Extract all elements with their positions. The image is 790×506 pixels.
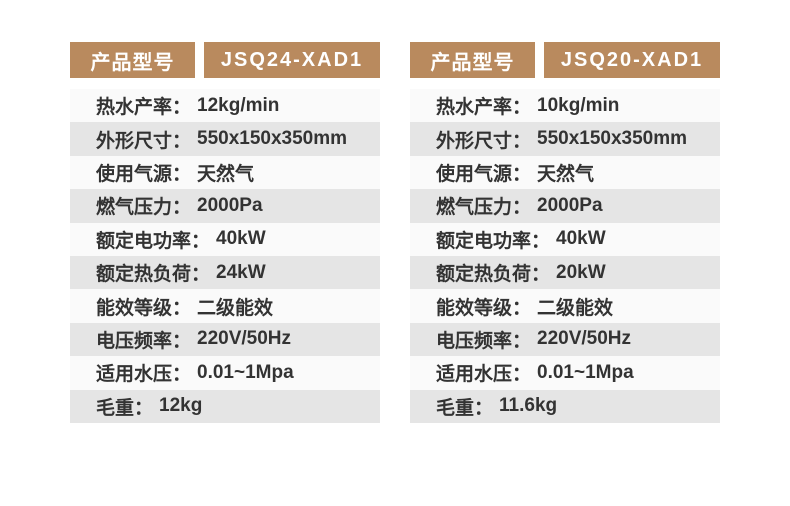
spec-table-jsq24: 产品型号 JSQ24-XAD1 热水产率： 12kg/min 外形尺寸： 550x1… [70,42,380,423]
spec-row-energy-rating: 能效等级： 二级能效 [70,289,380,323]
spec-table-jsq20: 产品型号 JSQ20-XAD1 热水产率： 10kg/min 外形尺寸： 550x1… [410,42,720,423]
spec-value: 天然气 [537,163,595,185]
spec-row-heat-load: 额定热负荷： 24kW [70,255,380,290]
spec-label: 使用气源： [96,163,192,185]
spec-label: 热水产率： [96,97,192,119]
spec-value: 220V/50Hz [197,328,292,350]
spec-value: 10kg/min [537,94,620,116]
spec-row-rated-power: 额定电功率： 40kW [70,222,380,256]
spec-label: 燃气压力： [436,197,532,219]
spec-label: 额定热负荷： [96,264,211,286]
spec-value: 二级能效 [537,297,614,319]
spec-label: 额定电功率： [436,230,551,252]
spec-row-gross-weight: 毛重： 11.6kg [410,389,720,423]
model-value-badge: JSQ20-XAD1 [544,42,720,78]
spec-value: 天然气 [197,163,255,185]
model-label-badge: 产品型号 [410,42,535,78]
spec-label: 额定热负荷： [436,264,551,286]
spec-value: 2000Pa [537,194,603,216]
spec-table-header: 产品型号 JSQ24-XAD1 [70,42,380,78]
spec-row-gas-source: 使用气源： 天然气 [410,155,720,190]
spec-row-heat-load: 额定热负荷： 20kW [410,255,720,290]
spec-row-hot-water-rate: 热水产率： 12kg/min [70,89,380,123]
spec-label: 使用气源： [436,163,532,185]
spec-label: 电压频率： [436,330,532,352]
model-label-badge: 产品型号 [70,42,195,78]
spec-value: 24kW [216,261,266,283]
spec-rows: 热水产率： 12kg/min 外形尺寸： 550x150x350mm 使用气源： 天然… [70,89,380,423]
spec-value: 12kg/min [197,94,280,116]
spec-row-dimensions: 外形尺寸： 550x150x350mm [410,122,720,156]
spec-value: 0.01~1Mpa [197,361,294,383]
spec-value: 550x150x350mm [197,128,348,150]
spec-label: 额定电功率： [96,230,211,252]
spec-value: 40kW [216,228,266,250]
spec-row-water-pressure: 适用水压： 0.01~1Mpa [410,356,720,390]
spec-label: 热水产率： [436,97,532,119]
spec-value: 2000Pa [197,194,263,216]
spec-row-dimensions: 外形尺寸： 550x150x350mm [70,122,380,156]
spec-label: 外形尺寸： [436,130,532,152]
spec-row-gas-source: 使用气源： 天然气 [70,155,380,190]
spec-label: 适用水压： [96,364,192,386]
spec-rows: 热水产率： 10kg/min 外形尺寸： 550x150x350mm 使用气源： 天然… [410,89,720,423]
spec-label: 毛重： [436,397,494,419]
spec-label: 外形尺寸： [96,130,192,152]
spec-row-gross-weight: 毛重： 12kg [70,389,380,423]
spec-label: 燃气压力： [96,197,192,219]
spec-row-voltage: 电压频率： 220V/50Hz [70,322,380,357]
spec-table-header: 产品型号 JSQ20-XAD1 [410,42,720,78]
spec-value: 12kg [159,395,203,417]
spec-value: 0.01~1Mpa [537,361,634,383]
model-value-badge: JSQ24-XAD1 [204,42,380,78]
spec-value: 220V/50Hz [537,328,632,350]
spec-label: 电压频率： [96,330,192,352]
spec-value: 550x150x350mm [537,128,688,150]
spec-value: 40kW [556,228,606,250]
spec-row-hot-water-rate: 热水产率： 10kg/min [410,89,720,123]
spec-value: 11.6kg [499,395,558,417]
spec-label: 毛重： [96,397,154,419]
spec-label: 适用水压： [436,364,532,386]
spec-row-voltage: 电压频率： 220V/50Hz [410,322,720,357]
spec-value: 二级能效 [197,297,274,319]
spec-row-gas-pressure: 燃气压力： 2000Pa [410,189,720,223]
spec-row-energy-rating: 能效等级： 二级能效 [410,289,720,323]
spec-value: 20kW [556,261,606,283]
spec-label: 能效等级： [436,297,532,319]
spec-row-gas-pressure: 燃气压力： 2000Pa [70,189,380,223]
spec-label: 能效等级： [96,297,192,319]
spec-row-rated-power: 额定电功率： 40kW [410,222,720,256]
spec-row-water-pressure: 适用水压： 0.01~1Mpa [70,356,380,390]
